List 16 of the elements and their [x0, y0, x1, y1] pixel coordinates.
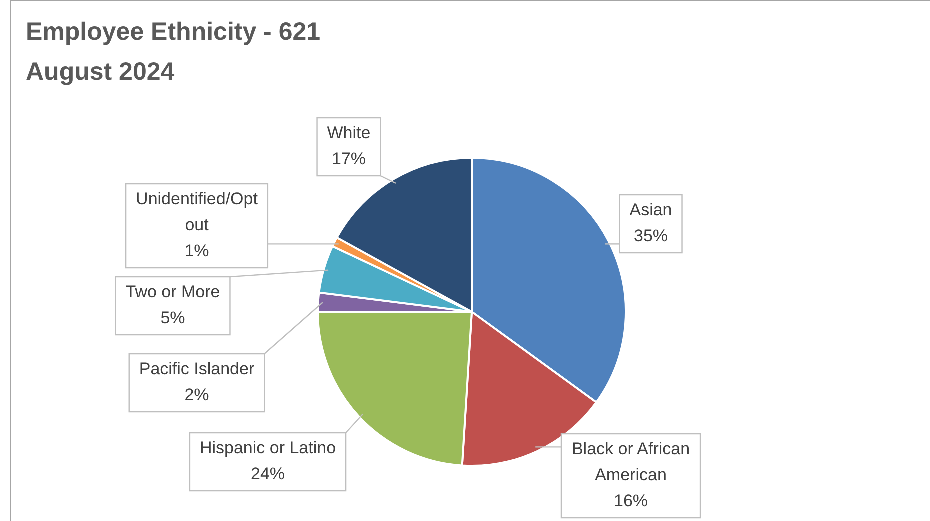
- data-label: 1%: [184, 242, 210, 261]
- data-label: 24%: [250, 464, 286, 484]
- slice-label: Asian: [630, 200, 672, 220]
- slice-label: Unidentified/Opt out: [136, 190, 258, 235]
- chart-title: Employee Ethnicity - 621: [26, 18, 321, 47]
- chart-subtitle: August 2024: [26, 58, 175, 87]
- slice-label: White: [327, 124, 371, 143]
- data-label: 16%: [614, 492, 648, 511]
- data-label: 35%: [634, 226, 668, 246]
- slice-label: Black or African American: [572, 440, 690, 485]
- data-label: 5%: [160, 308, 186, 328]
- slice-label: Hispanic or Latino: [200, 438, 336, 458]
- slice-label: Two or More: [126, 282, 220, 302]
- data-label: 17%: [332, 150, 366, 169]
- slice-label: Pacific Islander: [139, 360, 255, 379]
- data-label: 2%: [184, 386, 210, 405]
